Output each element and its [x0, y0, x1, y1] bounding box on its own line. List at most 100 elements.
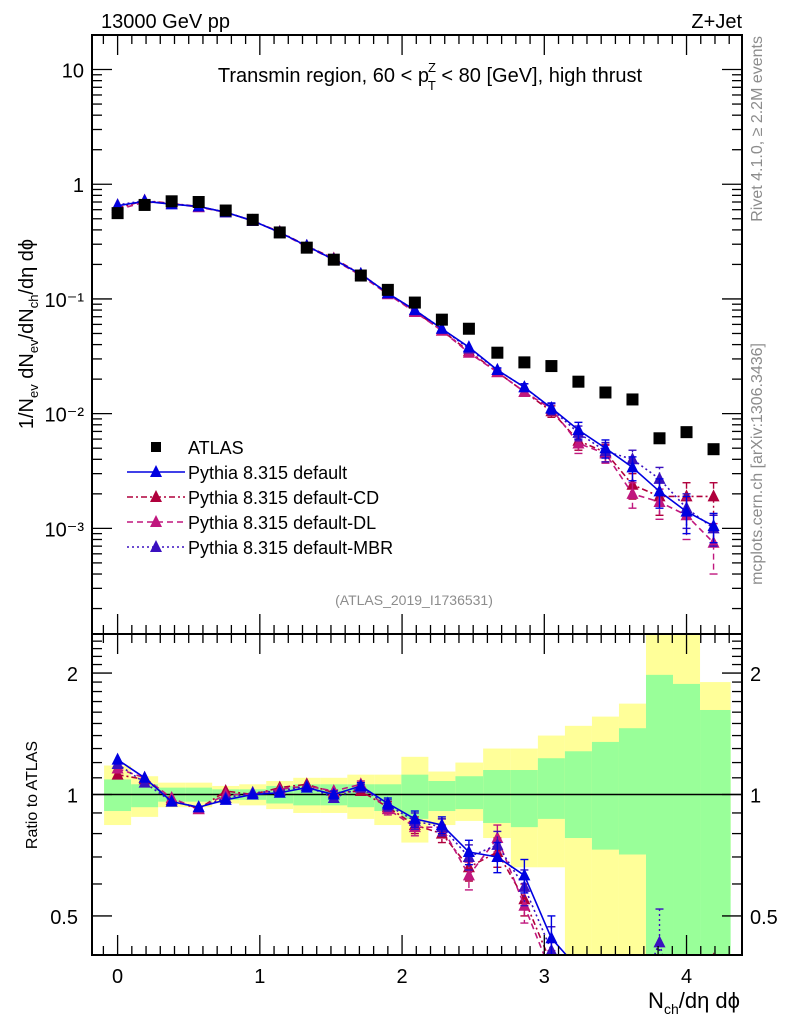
mc-1-point [491, 363, 504, 376]
mc-3-point [626, 486, 639, 499]
mc-4-point [653, 471, 666, 484]
atlas-data-point [599, 386, 612, 399]
ratio-3-point [572, 966, 584, 978]
ratio-0-point [435, 818, 448, 831]
mc-1-point [408, 303, 421, 316]
y-tick-label-right: 0.5 [750, 907, 778, 929]
atlas-data-point [138, 198, 151, 211]
ratio-0-point [273, 785, 286, 798]
main-y-ticks: 10 1 10⁻¹ 10⁻² 10⁻³ [45, 34, 742, 610]
mc-1-point [545, 401, 558, 414]
atlas-data-point [545, 360, 558, 373]
ratio-3-point [653, 935, 666, 948]
legend-marker [150, 465, 162, 477]
legend-marker [150, 540, 162, 552]
y-tick-label-right: 2 [750, 664, 761, 686]
main-y-axis-label: 1/Nev dNev/dNch/dη dϕ [16, 239, 41, 429]
mc-1-point [680, 504, 693, 517]
band-stat [618, 728, 646, 855]
mc-2-point [707, 489, 720, 502]
atlas-data-point [192, 196, 205, 209]
ratio-0-point [219, 792, 232, 805]
atlas-data-point [518, 356, 531, 369]
legend: ATLAS Pythia 8.315 default Pythia 8.315 de… [127, 438, 393, 558]
ratio-0-point [572, 962, 584, 974]
atlas-data-point [273, 226, 286, 239]
ratio-0-point [654, 971, 666, 983]
ratio-0-point [518, 868, 531, 881]
y-tick-label: 10 [62, 61, 84, 83]
ratio-1-point [111, 767, 124, 780]
legend-marker-atlas [151, 442, 161, 452]
band-stat [428, 781, 456, 812]
ratio-0-point [192, 800, 205, 813]
legend-marker [150, 515, 162, 527]
atlas-data-point [300, 241, 313, 254]
ratio-bands [104, 634, 731, 955]
ratio-y-axis-label: Ratio to ATLAS [24, 741, 41, 849]
atlas-data-point [572, 375, 585, 388]
ratio-3-point [599, 998, 611, 1010]
ratio-0-point [599, 982, 611, 994]
band-stat [510, 770, 538, 828]
x-tick-label: 2 [397, 966, 408, 988]
ratio-x-ticks: 0 1 2 3 4 [102, 634, 730, 988]
y-tick-label: 10⁻³ [45, 519, 85, 541]
ratio-0-point [491, 849, 504, 862]
ratio-1-point [572, 998, 584, 1010]
ratio-2-line [117, 767, 545, 955]
main-panel: 10 1 10⁻¹ 10⁻² 10⁻³ Transmin region, 60 < pZ… [16, 34, 743, 635]
band-stat [537, 758, 565, 819]
x-tick-label: 4 [681, 966, 692, 988]
legend-label: Pythia 8.315 default-DL [188, 513, 376, 533]
main-x-ticks [102, 35, 730, 634]
ratio-0-point [327, 787, 340, 800]
band-stat [645, 674, 674, 955]
mc-1-point [626, 460, 639, 473]
atlas-data-point [462, 322, 475, 335]
atlas-data-point [408, 296, 421, 309]
ratio-0-point [111, 752, 124, 765]
x-axis-label: Nch/dη dϕ [648, 988, 740, 1017]
main-series-layer [111, 193, 720, 575]
band-stat [591, 741, 619, 850]
mc-3-point [572, 436, 585, 449]
ratio-0-point [545, 931, 558, 944]
x-tick-label: 1 [254, 966, 265, 988]
legend-label: Pythia 8.315 default-MBR [188, 538, 393, 558]
y-tick-label: 1 [73, 175, 84, 197]
ratio-panel: 2 2 1 1 0.5 0.5 0 1 2 3 4 Ratio to ATLAS Nch/dη d… [24, 633, 778, 1017]
ratio-0-point [138, 770, 151, 783]
x-tick-label: 3 [539, 966, 550, 988]
atlas-data-point [435, 313, 448, 326]
atlas-data-point [354, 269, 367, 282]
mc-1-point [707, 518, 720, 531]
analysis-label: (ATLAS_2019_I1736531) [335, 592, 493, 608]
y-tick-label: 10⁻² [45, 405, 85, 427]
ratio-0-point [462, 845, 475, 858]
y-tick-label: 2 [67, 664, 78, 686]
ratio-series-layer [111, 752, 715, 1016]
band-stat [700, 709, 731, 955]
mc-1-point [599, 441, 612, 454]
mc-1-point [435, 321, 448, 334]
ratio-0-point [165, 794, 178, 807]
band-stat [673, 683, 701, 955]
ratio-2-point [572, 1004, 584, 1016]
y-tick-label: 1 [67, 786, 78, 808]
legend-label: ATLAS [188, 438, 244, 458]
ratio-0-point [381, 796, 394, 809]
atlas-data-point [381, 283, 394, 296]
ratio-1-point [518, 892, 531, 905]
ratio-0-point [354, 778, 367, 791]
legend-marker [150, 490, 162, 502]
atlas-data-point [680, 426, 693, 439]
band-stat [455, 776, 484, 810]
atlas-data-point [491, 346, 504, 359]
mc-1-point [462, 340, 475, 353]
ratio-1-point [599, 998, 611, 1010]
band-stat [483, 770, 511, 823]
ratio-2-point [462, 868, 475, 881]
atlas-data-point [626, 393, 639, 406]
